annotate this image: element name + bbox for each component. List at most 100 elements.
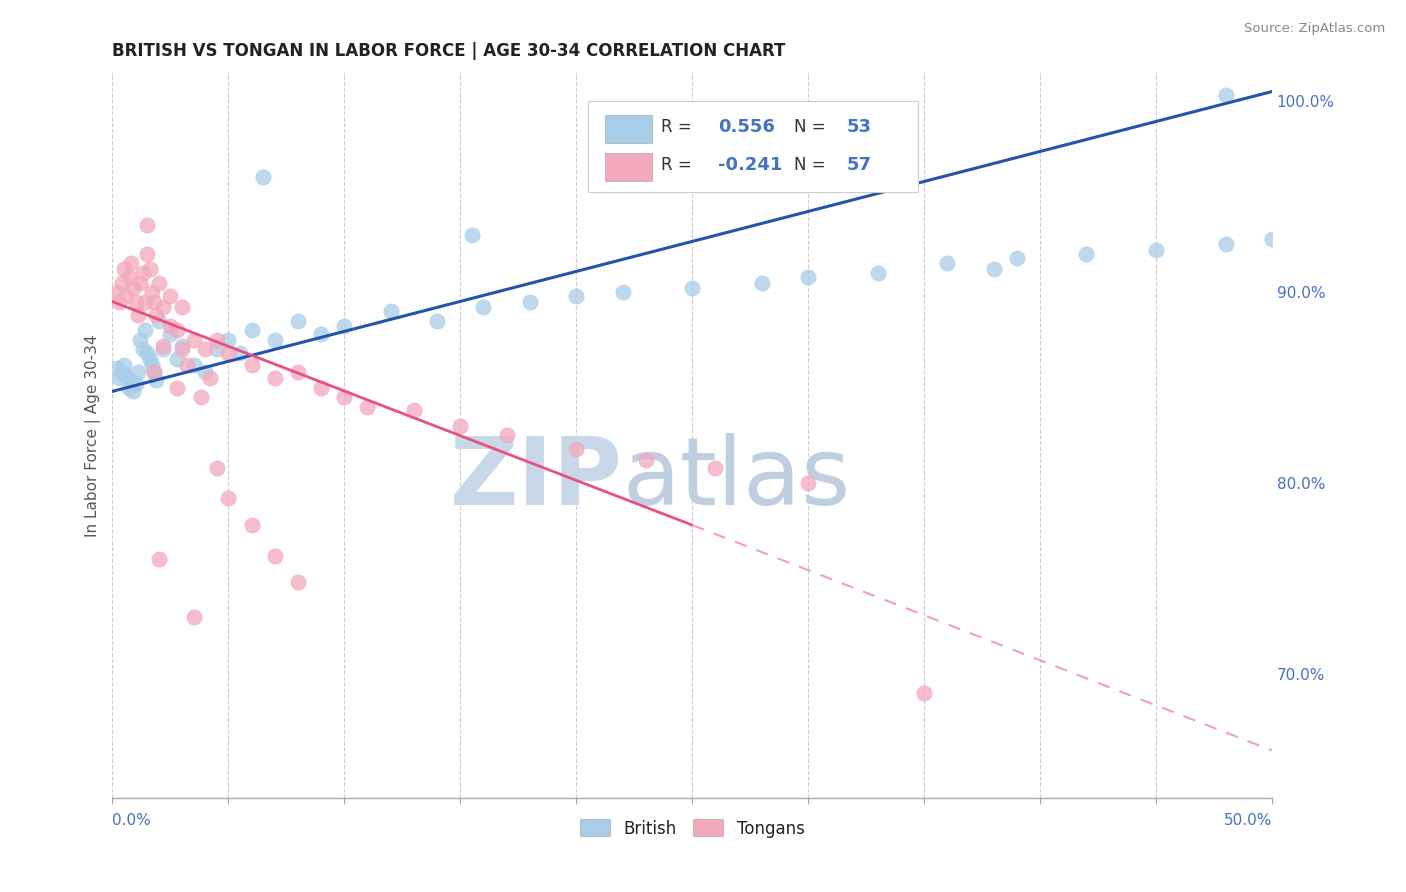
Point <box>263 549 285 563</box>
Point <box>612 285 634 299</box>
Point <box>131 343 153 357</box>
Point <box>183 358 205 372</box>
Text: ZIP: ZIP <box>450 433 623 524</box>
Point <box>309 380 332 394</box>
Point <box>565 289 588 303</box>
Point <box>134 294 156 309</box>
Point <box>115 369 138 384</box>
Point <box>252 170 274 185</box>
Point <box>148 314 170 328</box>
Point <box>148 552 170 566</box>
Point <box>380 304 402 318</box>
Point <box>263 371 285 385</box>
Text: Source: ZipAtlas.com: Source: ZipAtlas.com <box>1244 22 1385 36</box>
Point <box>136 218 159 232</box>
Point <box>129 333 152 347</box>
Point <box>143 365 166 379</box>
Point <box>143 365 166 379</box>
Point <box>166 323 188 337</box>
Point <box>120 256 142 270</box>
Point <box>217 346 239 360</box>
Point <box>205 460 228 475</box>
Point <box>287 575 309 590</box>
Point <box>122 384 145 399</box>
Point <box>1144 243 1167 257</box>
Point <box>152 301 174 315</box>
Text: 0.556: 0.556 <box>717 118 775 136</box>
Point <box>183 609 205 624</box>
Point <box>170 338 193 352</box>
Point <box>124 294 146 309</box>
Text: N =: N = <box>794 155 831 174</box>
Point <box>356 400 378 414</box>
Point <box>565 442 588 456</box>
Point <box>143 294 166 309</box>
Point <box>105 285 128 299</box>
Point <box>461 227 484 242</box>
Point <box>170 301 193 315</box>
Point <box>112 358 135 372</box>
Point <box>704 460 727 475</box>
Point <box>170 343 193 357</box>
Point <box>634 453 657 467</box>
Point <box>194 365 217 379</box>
Point <box>145 308 167 322</box>
Point <box>152 343 174 357</box>
Point <box>797 476 820 491</box>
Point <box>287 365 309 379</box>
Point <box>141 285 163 299</box>
Text: 57: 57 <box>846 155 872 174</box>
Point <box>866 266 889 280</box>
Point <box>134 323 156 337</box>
Point <box>912 686 935 700</box>
Point <box>983 262 1005 277</box>
Point <box>159 327 181 342</box>
Point <box>112 262 135 277</box>
Point <box>309 327 332 342</box>
Point <box>681 281 703 295</box>
Point <box>131 266 153 280</box>
Text: 53: 53 <box>846 118 872 136</box>
Point <box>1005 251 1028 265</box>
FancyBboxPatch shape <box>605 153 651 180</box>
Point <box>287 314 309 328</box>
Point <box>108 294 131 309</box>
Point <box>936 256 959 270</box>
FancyBboxPatch shape <box>605 115 651 143</box>
Text: N =: N = <box>794 118 831 136</box>
Point <box>402 403 425 417</box>
Point <box>127 308 149 322</box>
Point <box>426 314 449 328</box>
Y-axis label: In Labor Force | Age 30-34: In Labor Force | Age 30-34 <box>86 334 101 536</box>
Point <box>138 262 160 277</box>
Point <box>136 247 159 261</box>
Point <box>152 338 174 352</box>
Point <box>111 276 134 290</box>
Point <box>1215 88 1237 103</box>
Point <box>111 365 134 379</box>
Point <box>240 518 263 533</box>
Legend: British, Tongans: British, Tongans <box>574 813 811 844</box>
Point <box>141 358 163 372</box>
Text: R =: R = <box>661 155 697 174</box>
Point <box>240 323 263 337</box>
Point <box>333 319 356 334</box>
Point <box>148 276 170 290</box>
Point <box>129 276 152 290</box>
Point <box>145 373 167 387</box>
Point <box>183 333 205 347</box>
Point <box>333 390 356 404</box>
Point <box>117 380 139 394</box>
Point <box>136 346 159 360</box>
Point <box>519 294 541 309</box>
Point <box>751 276 773 290</box>
Point <box>159 289 181 303</box>
Point <box>138 351 160 366</box>
Point <box>117 269 139 284</box>
Text: 0.0%: 0.0% <box>112 814 152 829</box>
Point <box>263 333 285 347</box>
Point <box>217 491 239 506</box>
Point <box>217 333 239 347</box>
Point <box>240 358 263 372</box>
Point <box>190 390 212 404</box>
